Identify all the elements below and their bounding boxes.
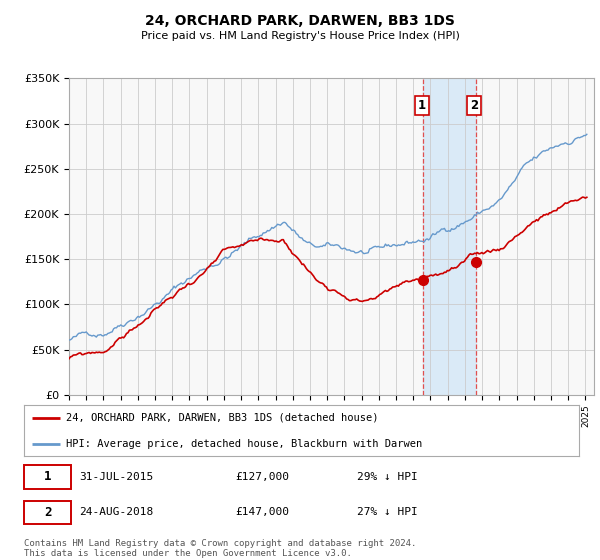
Text: 24-AUG-2018: 24-AUG-2018	[79, 507, 154, 517]
Text: 31-JUL-2015: 31-JUL-2015	[79, 472, 154, 482]
Text: 24, ORCHARD PARK, DARWEN, BB3 1DS: 24, ORCHARD PARK, DARWEN, BB3 1DS	[145, 14, 455, 28]
Text: 27% ↓ HPI: 27% ↓ HPI	[357, 507, 418, 517]
Text: 24, ORCHARD PARK, DARWEN, BB3 1DS (detached house): 24, ORCHARD PARK, DARWEN, BB3 1DS (detac…	[65, 413, 378, 423]
Text: 29% ↓ HPI: 29% ↓ HPI	[357, 472, 418, 482]
Text: 1: 1	[418, 99, 425, 112]
FancyBboxPatch shape	[24, 465, 71, 489]
Text: 1: 1	[44, 470, 52, 483]
Text: Price paid vs. HM Land Registry's House Price Index (HPI): Price paid vs. HM Land Registry's House …	[140, 31, 460, 41]
Text: 2: 2	[44, 506, 52, 519]
Text: HPI: Average price, detached house, Blackburn with Darwen: HPI: Average price, detached house, Blac…	[65, 438, 422, 449]
Text: £147,000: £147,000	[235, 507, 289, 517]
Bar	[423, 78, 476, 395]
FancyBboxPatch shape	[24, 501, 71, 524]
Text: £127,000: £127,000	[235, 472, 289, 482]
Text: Contains HM Land Registry data © Crown copyright and database right 2024.
This d: Contains HM Land Registry data © Crown c…	[24, 539, 416, 558]
Text: 2: 2	[470, 99, 478, 112]
